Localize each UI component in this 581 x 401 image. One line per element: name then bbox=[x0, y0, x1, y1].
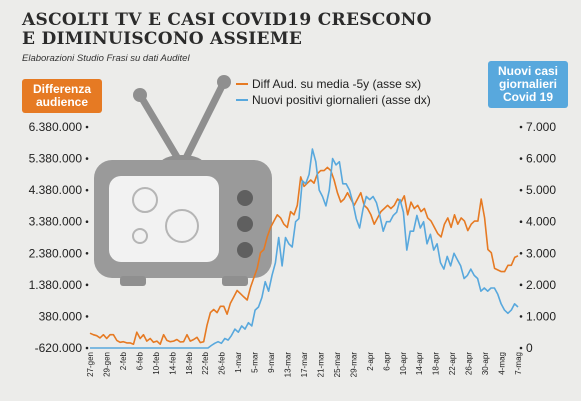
y-right-tick-mark bbox=[519, 346, 523, 350]
x-tick-label: 10-apr bbox=[399, 352, 408, 375]
y-left-tick-label: 380.000 bbox=[39, 309, 83, 323]
y-left-tick-label: 3.380.000 bbox=[29, 215, 83, 229]
x-tick-label: 4-mag bbox=[498, 352, 507, 375]
y-right-tick-label: 4.000 bbox=[526, 215, 556, 229]
x-tick-label: 1-mar bbox=[234, 352, 243, 373]
x-tick-label: 17-mar bbox=[300, 352, 309, 378]
y-right-tick-label: 7.000 bbox=[526, 120, 556, 134]
y-left-tick-mark bbox=[85, 125, 89, 129]
x-tick-label: 10-feb bbox=[152, 351, 161, 374]
y-left-tick-label: 5.380.000 bbox=[29, 152, 83, 166]
x-tick-label: 26-apr bbox=[465, 352, 474, 375]
y-left-tick-mark bbox=[85, 315, 89, 318]
x-tick-label: 18-feb bbox=[185, 351, 194, 374]
legend-label: Diff Aud. su media -5y (asse sx) bbox=[252, 77, 421, 91]
y-left-tick-mark bbox=[85, 283, 89, 287]
y-right-tick-label: 5.000 bbox=[526, 183, 556, 197]
y-right-tick-label: 2.000 bbox=[526, 278, 556, 292]
y-left-tick-label: -620.000 bbox=[35, 341, 83, 355]
x-tick-label: 13-mar bbox=[284, 352, 293, 378]
y-right-tick-label: 6.000 bbox=[526, 152, 556, 166]
y-right-tick-mark bbox=[519, 188, 523, 192]
y-right-tick-label: 3.000 bbox=[526, 246, 556, 260]
y-right-tick-mark bbox=[519, 315, 523, 318]
virus-icon bbox=[132, 187, 199, 244]
y-left-tick-label: 4.380.000 bbox=[29, 183, 83, 197]
y-right-tick-label: 0 bbox=[526, 341, 533, 355]
x-tick-label: 27-gen bbox=[86, 352, 95, 377]
x-tick-label: 7-mag bbox=[514, 352, 523, 375]
chart-subtitle: Elaborazioni Studio Frasi su dati Audite… bbox=[22, 53, 190, 64]
x-tick-label: 29-gen bbox=[102, 352, 111, 377]
y-left-tick-mark bbox=[85, 220, 89, 224]
x-tick-label: 6-apr bbox=[382, 352, 391, 371]
y-left-tick-mark bbox=[85, 346, 89, 350]
y-right-tick-mark bbox=[519, 220, 523, 224]
chart-title-line-2: E DIMINUISCONO ASSIEME bbox=[22, 29, 303, 49]
y-left-tick-mark bbox=[85, 251, 89, 255]
y-left-tick-label: 6.380.000 bbox=[29, 120, 83, 134]
x-tick-label: 2-apr bbox=[366, 352, 375, 371]
y-right-tick-mark bbox=[519, 283, 523, 287]
x-tick-label: 2-feb bbox=[119, 351, 128, 370]
y-left-tick-label: 1.380.000 bbox=[29, 278, 83, 292]
x-tick-label: 25-mar bbox=[333, 352, 342, 378]
x-tick-label: 21-mar bbox=[316, 352, 325, 378]
x-tick-label: 5-mar bbox=[251, 352, 260, 373]
series-line-audience bbox=[89, 166, 519, 346]
right-axis-badge: Nuovi casi giornalieri Covid 19 bbox=[488, 61, 568, 108]
x-tick-label: 14-apr bbox=[415, 352, 424, 375]
y-right-tick-mark bbox=[519, 125, 523, 129]
y-right-tick-label: 1.000 bbox=[526, 309, 556, 323]
tv-illustration-icon bbox=[94, 75, 272, 286]
y-right-tick-mark bbox=[519, 157, 523, 160]
x-tick-label: 30-apr bbox=[481, 352, 490, 375]
x-tick-label: 29-mar bbox=[349, 352, 358, 378]
x-tick-label: 26-feb bbox=[218, 351, 227, 374]
x-tick-label: 9-mar bbox=[267, 352, 276, 373]
series-line-positivi bbox=[90, 148, 519, 349]
legend-label: Nuovi positivi giornalieri (asse dx) bbox=[252, 93, 431, 107]
x-tick-label: 14-feb bbox=[168, 351, 177, 374]
x-tick-label: 6-feb bbox=[135, 351, 144, 370]
y-left-tick-mark bbox=[85, 157, 89, 160]
left-axis-badge: Differenza audience bbox=[22, 79, 102, 113]
y-left-tick-label: 2.380.000 bbox=[29, 246, 83, 260]
y-right-tick-mark bbox=[519, 251, 523, 255]
chart-title-line-1: ASCOLTI TV E CASI COVID19 CRESCONO bbox=[22, 10, 432, 30]
x-tick-label: 22-apr bbox=[448, 352, 457, 375]
x-tick-label: 18-apr bbox=[432, 352, 441, 375]
y-left-tick-mark bbox=[85, 188, 89, 192]
x-tick-label: 22-feb bbox=[201, 351, 210, 374]
